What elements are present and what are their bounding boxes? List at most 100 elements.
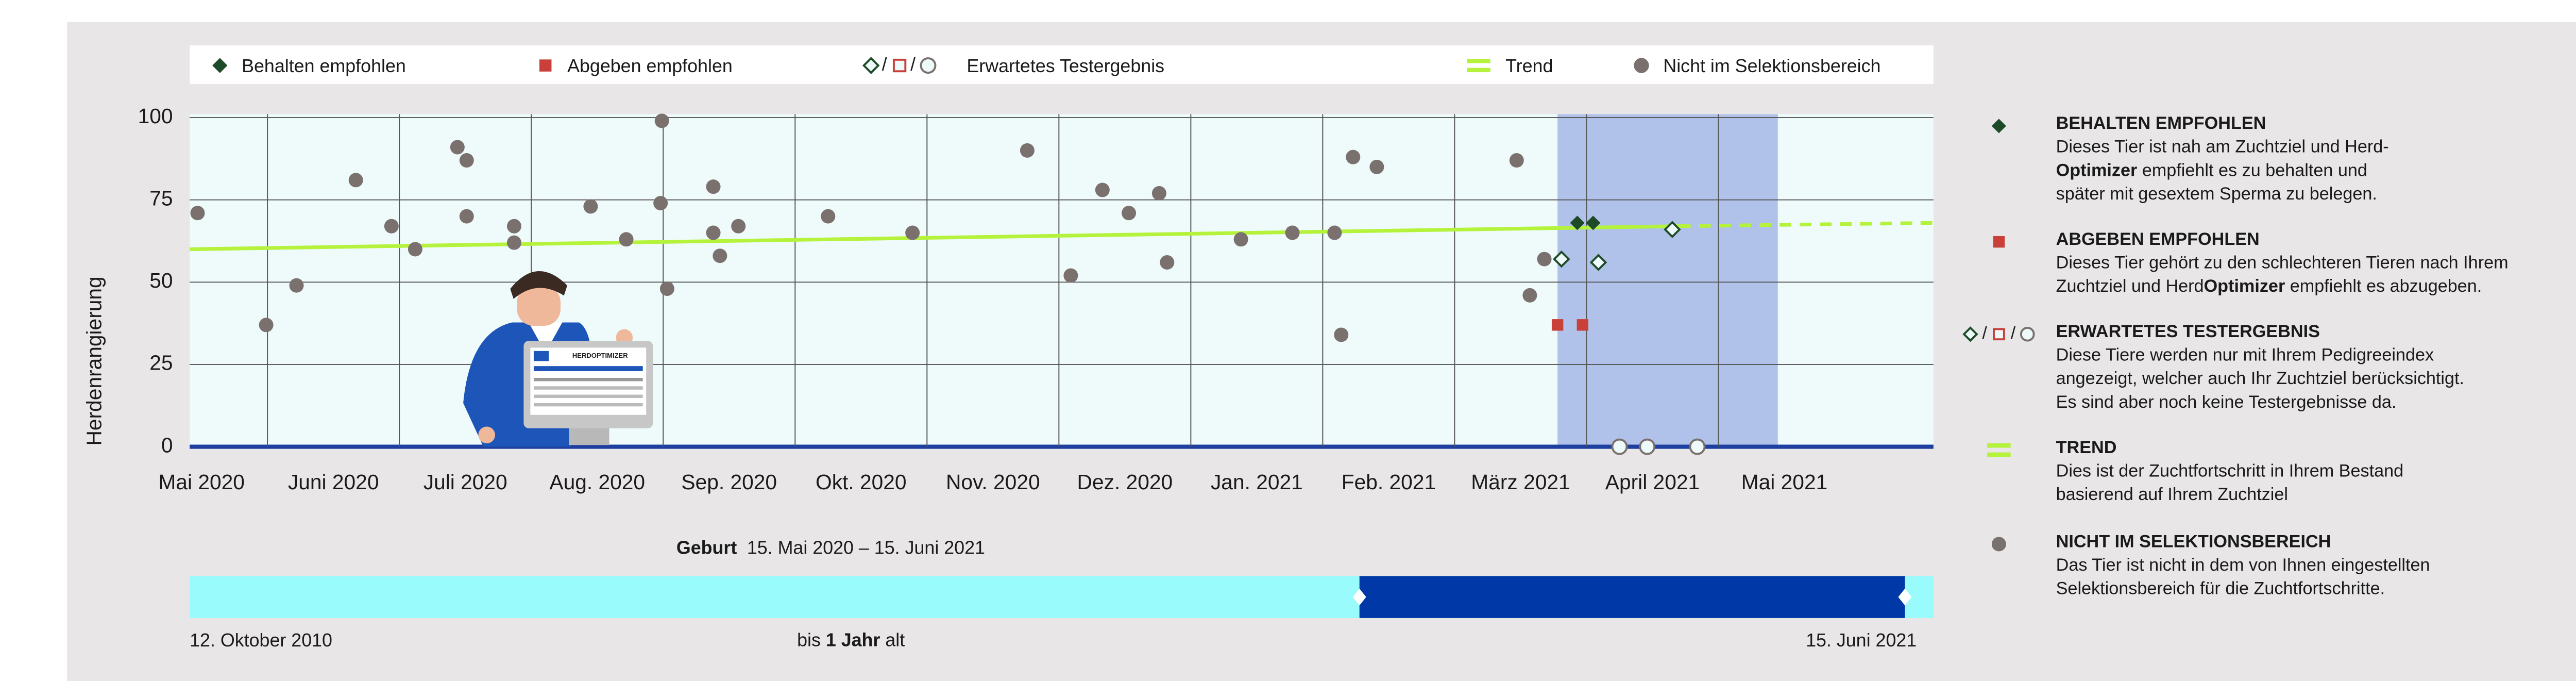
description-run: Selektionsbereich für die Zuchtfortschri… (2056, 578, 2385, 598)
marker-diamond (862, 57, 880, 74)
description-run: empfiehlt es zu behalten und (2137, 160, 2367, 180)
marker-circle (654, 113, 669, 128)
slider-range[interactable] (1359, 576, 1905, 618)
person-head (517, 285, 561, 326)
marker-diamond (1664, 221, 1681, 238)
description-line: Es sind aber noch keine Testergebnisse d… (2056, 392, 2397, 412)
trend-line (1679, 221, 1934, 228)
screen-title: HERDOPTIMIZER (572, 352, 628, 359)
marker-circle (1122, 206, 1137, 221)
screen-row (533, 386, 643, 390)
x-tick-label: Feb. 2021 (1342, 470, 1436, 494)
x-tick-label: Sep. 2020 (681, 470, 777, 494)
legend-label: Erwartetes Testergebnis (967, 56, 1164, 76)
marker-circle (1020, 143, 1035, 158)
marker-circle (459, 209, 474, 224)
marker-circle (348, 173, 363, 188)
marker-circle (731, 219, 746, 234)
marker-diamond (1553, 250, 1570, 268)
marker-circle (821, 209, 836, 224)
marker-circle (1346, 150, 1361, 164)
description-line: basierend auf Ihrem Zuchtziel (2056, 485, 2288, 504)
marker-circle (619, 232, 634, 247)
marker-circle (659, 281, 674, 296)
x-tick-label: Nov. 2020 (946, 470, 1040, 494)
marker-square (1577, 319, 1588, 331)
marker-diamond (1589, 254, 1607, 271)
marker-circle (1634, 58, 1649, 73)
description-run: Optimizer (2056, 160, 2138, 180)
description-title: ABGEBEN EMPFOHLEN (2056, 229, 2260, 249)
marker-square (1993, 236, 2005, 248)
description-run: Dies ist der Zuchtfortschritt in Ihrem B… (2056, 461, 2404, 480)
marker-circle (289, 278, 304, 293)
screen-row (533, 403, 643, 407)
description-title: BEHALTEN EMPFOHLEN (2056, 113, 2266, 133)
description-run: empfiehlt es abzugeben. (2285, 276, 2482, 296)
marker-circle (2020, 326, 2035, 342)
birth-filter-range: 15. Mai 2020 – 15. Juni 2021 (747, 538, 985, 558)
marker-circle (190, 206, 205, 221)
description-line: Das Tier ist nicht in dem von Ihnen eing… (2056, 555, 2430, 575)
x-tick-label: Juli 2020 (423, 470, 507, 494)
screen-logo (533, 351, 549, 361)
marker-circle (408, 242, 422, 257)
slider-handle[interactable] (1352, 588, 1366, 606)
description-line: angezeigt, welcher auch Ihr Zuchtziel be… (2056, 369, 2464, 388)
description-title: ERWARTETES TESTERGEBNIS (2056, 322, 2320, 341)
marker-circle (1063, 268, 1078, 283)
marker-circle (706, 225, 721, 240)
birth-filter-caption: Geburt 15. Mai 2020 – 15. Juni 2021 (676, 538, 985, 558)
y-tick-label: 75 (149, 186, 173, 210)
marker-circle (1991, 537, 2006, 552)
age-run: 1 Jahr (826, 630, 880, 651)
x-tick-label: Mai 2021 (1741, 470, 1828, 494)
marker-circle (1327, 225, 1342, 240)
trend-line (190, 224, 1679, 252)
y-tick-label: 50 (149, 269, 173, 292)
legend-separator: / (1982, 323, 1987, 343)
x-tick-label: Dez. 2020 (1077, 470, 1173, 494)
screen-row (533, 377, 643, 381)
legend-label: Behalten empfohlen (242, 56, 406, 76)
description-run: Zuchtziel und Herd (2056, 276, 2204, 296)
x-tick-label: Okt. 2020 (816, 470, 907, 494)
marker-circle (1369, 159, 1384, 174)
marker-circle (1160, 255, 1175, 270)
birth-filter-label: Geburt (676, 538, 737, 558)
y-axis-label: Herdenrangierung (82, 276, 106, 445)
description-run: Dieses Tier ist nah am Zuchtziel und Her… (2056, 137, 2389, 157)
description-title: TREND (2056, 438, 2117, 457)
trend-icon (1987, 443, 2011, 448)
description-run: Es sind aber noch keine Testergebnisse d… (2056, 392, 2397, 412)
y-tick-label: 0 (161, 433, 173, 457)
description-run: angezeigt, welcher auch Ihr Zuchtziel be… (2056, 369, 2464, 388)
marker-circle (1522, 288, 1537, 303)
marker-square (539, 59, 552, 72)
description-line: Selektionsbereich für die Zuchtfortschri… (2056, 578, 2385, 598)
description-line: Dieses Tier ist nah am Zuchtziel und Her… (2056, 137, 2389, 157)
marker-diamond (1962, 326, 1978, 342)
y-tick-label: 100 (138, 104, 173, 128)
marker-circle (905, 225, 920, 240)
marker-square (1551, 319, 1564, 331)
x-tick-label: Juni 2020 (288, 470, 379, 494)
marker-circle (1285, 225, 1300, 240)
description-line: Optimizer empfiehlt es zu behalten und (2056, 160, 2367, 180)
x-tick-label: April 2021 (1605, 470, 1700, 494)
marker-circle (1509, 153, 1524, 168)
person-hair (510, 271, 568, 299)
marker-circle (1689, 438, 1706, 455)
marker-circle (1151, 186, 1166, 201)
illustration: HERDOPTIMIZER (463, 271, 653, 447)
selection-highlight (1557, 114, 1778, 447)
marker-circle (506, 219, 521, 234)
legend-separator: / (882, 54, 887, 75)
monitor-stand (569, 425, 609, 445)
screen-row (533, 394, 643, 398)
slider-handle[interactable] (1898, 588, 1912, 606)
x-tick-label: Mai 2020 (158, 470, 245, 494)
description-line: später mit gesextem Sperma zu belegen. (2056, 184, 2377, 204)
description-line: Zuchtziel und HerdOptimizer empfiehlt es… (2056, 276, 2482, 296)
marker-circle (384, 219, 399, 234)
